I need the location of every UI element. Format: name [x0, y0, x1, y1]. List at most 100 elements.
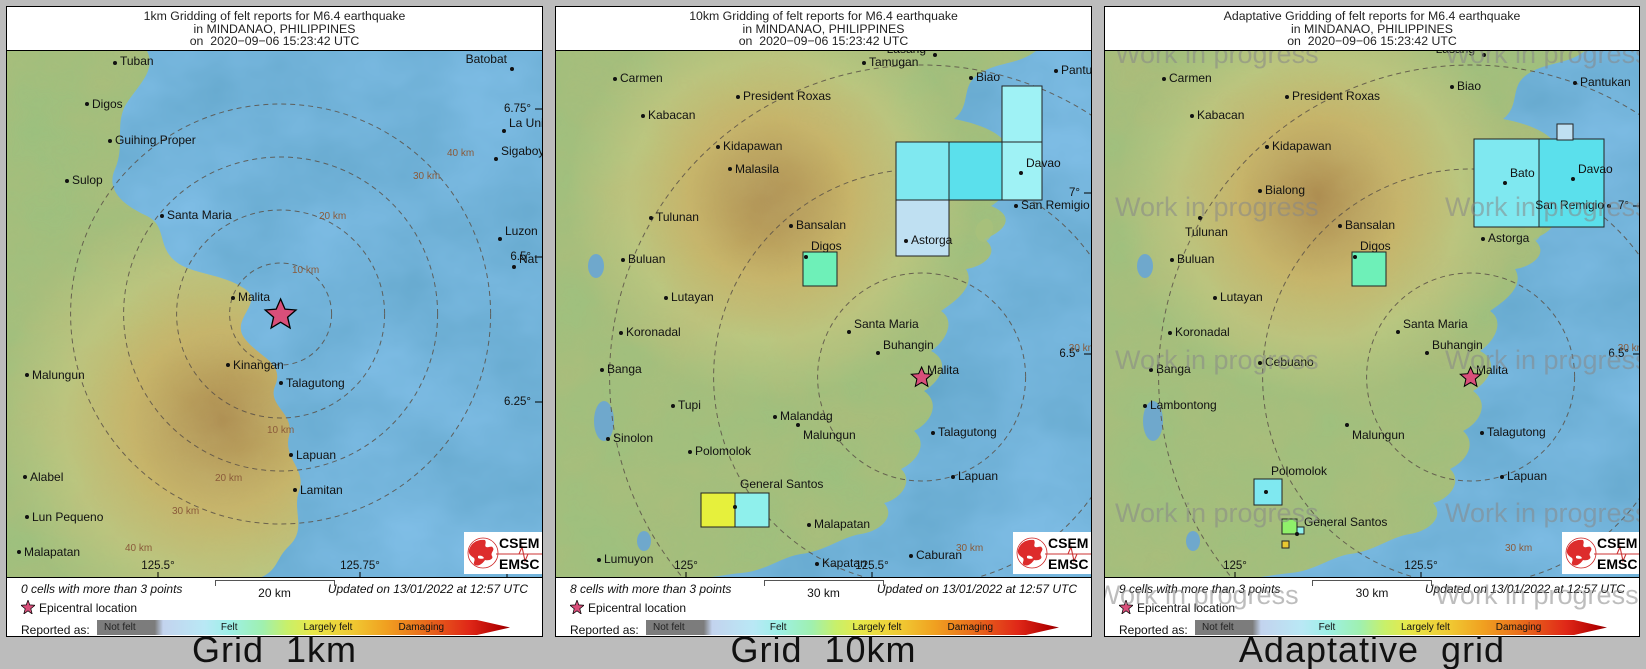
svg-text:San Remigio: San Remigio [1021, 198, 1090, 212]
svg-text:Buluan: Buluan [628, 252, 665, 266]
svg-text:Malungun: Malungun [32, 368, 85, 382]
svg-text:Carmen: Carmen [620, 71, 663, 85]
svg-text:Digos: Digos [1360, 239, 1391, 253]
svg-text:EMSC: EMSC [499, 556, 539, 572]
svg-text:Kidapawan: Kidapawan [723, 139, 782, 153]
svg-text:Lambontong: Lambontong [1150, 398, 1217, 412]
svg-text:Work in progress: Work in progress [1445, 51, 1639, 69]
svg-text:Talagutong: Talagutong [1487, 425, 1546, 439]
svg-text:125.75°: 125.75° [340, 560, 380, 572]
svg-text:30 km: 30 km [413, 171, 440, 182]
svg-text:125.5°: 125.5° [1404, 560, 1437, 572]
svg-text:Work in progress: Work in progress [1445, 192, 1639, 222]
svg-text:Astorga: Astorga [1488, 231, 1530, 245]
svg-text:20 km: 20 km [319, 211, 346, 222]
svg-text:Koronadal: Koronadal [1175, 325, 1230, 339]
svg-text:President Roxas: President Roxas [743, 89, 831, 103]
svg-text:40 km: 40 km [447, 148, 474, 159]
svg-text:Lapuan: Lapuan [1507, 469, 1547, 483]
svg-text:Kapatan: Kapatan [822, 556, 867, 570]
svg-text:CSEM: CSEM [1597, 535, 1637, 551]
svg-text:125.5°: 125.5° [141, 560, 174, 572]
svg-text:Work in progress: Work in progress [1115, 192, 1319, 222]
svg-text:Pantukan: Pantukan [1580, 75, 1631, 89]
svg-text:125°: 125° [1223, 560, 1247, 572]
svg-text:Batobat: Batobat [466, 52, 508, 66]
svg-text:Alabel: Alabel [30, 470, 63, 484]
svg-text:125°: 125° [674, 560, 698, 572]
svg-text:Tuban: Tuban [120, 54, 154, 68]
svg-text:Banga: Banga [607, 362, 642, 376]
svg-text:Kabacan: Kabacan [648, 108, 695, 122]
svg-text:Lutayan: Lutayan [671, 290, 714, 304]
svg-text:10 km: 10 km [292, 265, 319, 276]
svg-text:La Union: La Union [509, 116, 542, 130]
svg-text:Digos: Digos [811, 239, 842, 253]
svg-text:6.25°: 6.25° [504, 396, 531, 408]
svg-text:Davao: Davao [1026, 156, 1061, 170]
svg-text:Work in progress: Work in progress [1115, 498, 1319, 528]
svg-text:EMSC: EMSC [1597, 556, 1637, 572]
svg-text:Tamugan: Tamugan [869, 55, 918, 69]
svg-text:Pantukan: Pantukan [1061, 63, 1091, 77]
svg-text:Malita: Malita [238, 290, 270, 304]
svg-text:Work in progress: Work in progress [1445, 498, 1639, 528]
svg-text:Talagutong: Talagutong [286, 376, 345, 390]
svg-text:Lun Pequeno: Lun Pequeno [32, 510, 104, 524]
svg-text:Sigaboy: Sigaboy [501, 144, 542, 158]
svg-text:Sulop: Sulop [72, 173, 103, 187]
svg-text:Biao: Biao [1457, 79, 1481, 93]
svg-text:Buhangin: Buhangin [883, 338, 934, 352]
svg-text:Davao: Davao [1578, 162, 1613, 176]
svg-text:Work in progress: Work in progress [1115, 51, 1319, 69]
svg-text:Malapatan: Malapatan [24, 545, 80, 559]
svg-text:Kabacan: Kabacan [1197, 108, 1244, 122]
svg-text:Buluan: Buluan [1177, 252, 1214, 266]
svg-text:6.75°: 6.75° [504, 103, 531, 115]
svg-text:CSEM: CSEM [499, 535, 539, 551]
svg-text:Bato: Bato [1510, 166, 1535, 180]
svg-text:Malungun: Malungun [803, 428, 856, 442]
svg-text:Malasila: Malasila [735, 162, 779, 176]
svg-text:Work in progress: Work in progress [1445, 345, 1639, 375]
svg-text:Lumuyon: Lumuyon [604, 552, 653, 566]
svg-text:Bansalan: Bansalan [1345, 218, 1395, 232]
svg-text:6.5°: 6.5° [1059, 348, 1080, 360]
svg-text:Malandag: Malandag [780, 409, 833, 423]
svg-text:EMSC: EMSC [1048, 556, 1088, 572]
svg-text:Polomolok: Polomolok [1271, 464, 1328, 478]
svg-text:Koronadal: Koronadal [626, 325, 681, 339]
svg-text:Caburan: Caburan [916, 548, 962, 562]
svg-text:Astorga: Astorga [911, 233, 953, 247]
svg-text:Tulunan: Tulunan [656, 210, 699, 224]
svg-text:Polomolok: Polomolok [695, 444, 752, 458]
svg-text:Digos: Digos [92, 97, 123, 111]
svg-text:Lutayan: Lutayan [1220, 290, 1263, 304]
svg-text:30 km: 30 km [1505, 543, 1532, 554]
svg-text:Luzon: Luzon [505, 224, 538, 238]
svg-text:Santa Maria: Santa Maria [1403, 317, 1468, 331]
svg-text:Lapuan: Lapuan [296, 448, 336, 462]
svg-text:Carmen: Carmen [1169, 71, 1212, 85]
svg-text:Kinangan: Kinangan [233, 358, 284, 372]
svg-text:President Roxas: President Roxas [1292, 89, 1380, 103]
svg-text:Santa Maria: Santa Maria [167, 208, 232, 222]
svg-text:Nat: Nat [519, 252, 538, 266]
svg-text:Work in progress: Work in progress [1115, 345, 1319, 375]
svg-text:40 km: 40 km [125, 543, 152, 554]
svg-text:30 km: 30 km [172, 506, 199, 517]
svg-text:20 km: 20 km [215, 473, 242, 484]
svg-text:Malungun: Malungun [1352, 428, 1405, 442]
svg-text:CSEM: CSEM [1048, 535, 1088, 551]
svg-text:Guihing Proper: Guihing Proper [115, 133, 196, 147]
svg-text:Biao: Biao [976, 70, 1000, 84]
svg-text:Lapuan: Lapuan [958, 469, 998, 483]
svg-text:General Santos: General Santos [740, 477, 823, 491]
svg-text:Talagutong: Talagutong [938, 425, 997, 439]
svg-text:Bansalan: Bansalan [796, 218, 846, 232]
svg-text:10 km: 10 km [267, 425, 294, 436]
svg-text:Santa Maria: Santa Maria [854, 317, 919, 331]
svg-text:Kidapawan: Kidapawan [1272, 139, 1331, 153]
svg-text:Malapatan: Malapatan [814, 517, 870, 531]
svg-text:Tulunan: Tulunan [1185, 225, 1228, 239]
